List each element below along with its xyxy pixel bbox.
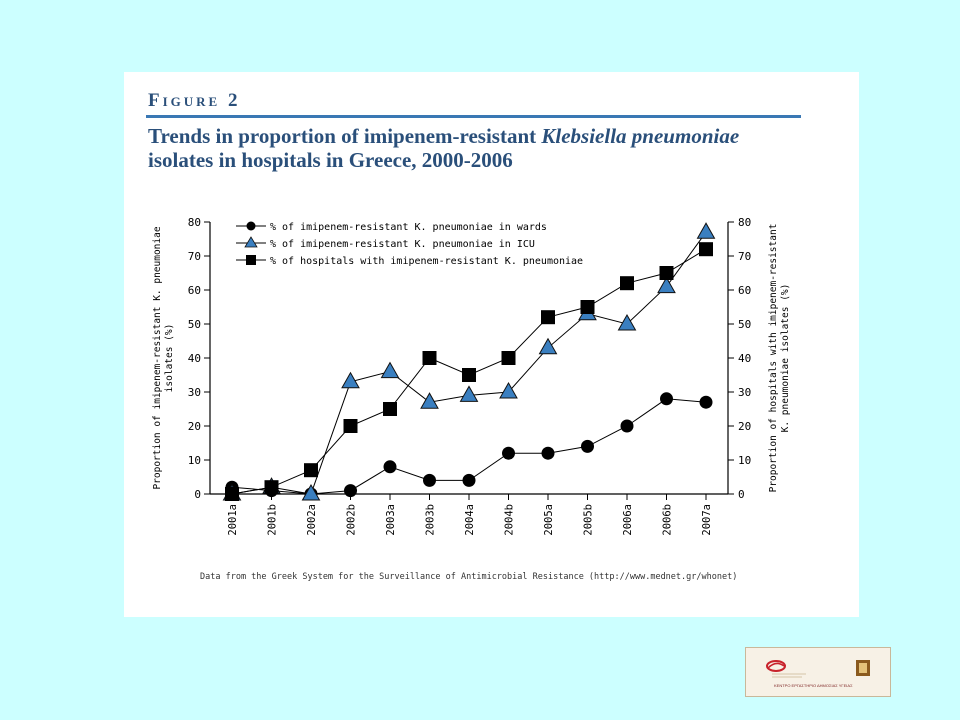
legend-marker-circle [246, 221, 256, 231]
x-tick-label: 2001b [267, 504, 279, 536]
figure-title-part-1: Trends in proportion of imipenem-resista… [148, 124, 542, 148]
right-y-tick-label: 10 [738, 454, 751, 467]
data-point-circle [620, 419, 634, 433]
x-tick-label: 2005a [543, 504, 555, 536]
x-tick-label: 2004a [464, 504, 476, 536]
data-point-triangle [538, 337, 558, 355]
data-point-triangle [459, 385, 479, 402]
figure-panel: Figure 2 Trends in proportion of imipene… [124, 72, 859, 617]
x-tick-label: 2003b [425, 504, 437, 536]
data-point-triangle [499, 381, 518, 399]
data-point-circle [383, 460, 397, 474]
legend-label: % of hospitals with imipenem-resistant K… [270, 256, 583, 267]
figure-label: Figure 2 [148, 90, 241, 111]
data-point-square [659, 266, 674, 280]
data-point-circle [423, 473, 436, 487]
figure-title-part-2: isolates in hospitals in Greece, 2000-20… [148, 148, 513, 172]
data-point-circle [660, 392, 673, 406]
data-point-square [304, 463, 318, 478]
right-y-axis-title-line1: Proportion of hospitals with imipenem-re… [768, 224, 779, 493]
data-point-square [541, 310, 555, 325]
x-tick-label: 2006b [662, 504, 674, 536]
data-point-circle [502, 446, 515, 460]
data-point-square [501, 351, 516, 365]
data-point-square [620, 276, 634, 291]
x-tick-label: 2006a [622, 504, 634, 536]
figure-divider [146, 115, 801, 118]
data-point-circle [699, 395, 713, 409]
data-point-triangle [617, 313, 637, 331]
x-tick-label: 2007a [701, 504, 713, 536]
data-point-circle [344, 484, 357, 498]
data-point-square [422, 351, 437, 365]
data-point-circle [581, 439, 594, 453]
left-y-tick-label: 60 [188, 284, 201, 297]
series-line-triangle [231, 231, 707, 495]
right-y-tick-label: 80 [738, 216, 751, 229]
data-point-square [580, 300, 595, 314]
right-y-tick-label: 0 [738, 488, 745, 501]
legend-label: % of imipenem-resistant K. pneumoniae in… [270, 239, 535, 250]
institution-logo: ΚΕΝΤΡΟ ΕΡΓΑΣΤΗΡΙΟ ΔΗΜΟΣΙΑΣ ΥΓΕΙΑΣ [745, 647, 891, 697]
left-y-tick-label: 40 [188, 352, 201, 365]
x-tick-label: 2002a [306, 504, 318, 536]
left-y-tick-label: 50 [188, 318, 201, 331]
source-note: Data from the Greek System for the Surve… [200, 572, 738, 582]
right-y-tick-label: 50 [738, 318, 751, 331]
legend-marker-triangle [244, 236, 258, 248]
data-point-triangle [380, 361, 400, 379]
left-y-axis-title-line1: Proportion of imipenem-resistant K. pneu… [152, 226, 163, 489]
right-y-tick-label: 30 [738, 386, 751, 399]
data-point-circle [462, 473, 476, 487]
figure-title-species: Klebsiella pneumoniae [541, 124, 740, 148]
x-tick-label: 2005b [583, 504, 595, 536]
data-point-square [462, 368, 476, 382]
legend-label: % of imipenem-resistant K. pneumoniae in… [270, 222, 547, 233]
trend-chart: 0 0 10 10 20 20 30 30 40 40 50 50 60 60 70 70 80 80 2001a 2… [152, 216, 791, 536]
right-y-tick-label: 20 [738, 420, 751, 433]
x-tick-label: 2001a [227, 504, 239, 536]
x-tick-label: 2002b [346, 504, 358, 536]
left-y-tick-label: 10 [188, 454, 201, 467]
data-point-triangle [420, 392, 439, 409]
data-point-triangle [657, 276, 676, 294]
data-point-square [699, 242, 713, 257]
data-point-square [343, 419, 358, 433]
left-y-tick-label: 30 [188, 386, 201, 399]
logo-emblem-icon [766, 660, 870, 678]
left-y-tick-label: 0 [194, 488, 201, 501]
data-point-square [264, 480, 279, 495]
data-point-square [383, 402, 397, 416]
x-tick-label: 2004b [504, 504, 516, 536]
data-point-triangle [341, 371, 360, 389]
data-point-square [225, 487, 239, 501]
left-y-tick-label: 70 [188, 250, 201, 263]
right-y-tick-label: 40 [738, 352, 751, 365]
left-y-axis-title-line2: isolates (%) [164, 324, 175, 393]
logo-caption: ΚΕΝΤΡΟ ΕΡΓΑΣΤΗΡΙΟ ΔΗΜΟΣΙΑΣ ΥΓΕΙΑΣ [774, 683, 853, 688]
legend-marker-square [246, 255, 256, 265]
right-y-tick-label: 60 [738, 284, 751, 297]
right-y-axis-title-line2: K. pneumoniae isolates (%) [780, 284, 791, 433]
left-y-tick-label: 80 [188, 216, 201, 229]
x-tick-label: 2003a [385, 504, 397, 536]
right-y-tick-label: 70 [738, 250, 751, 263]
data-point-circle [541, 446, 555, 460]
left-y-tick-label: 20 [188, 420, 201, 433]
figure-title: Trends in proportion of imipenem-resista… [148, 124, 788, 172]
data-point-triangle [301, 483, 321, 501]
data-point-triangle [696, 222, 716, 239]
